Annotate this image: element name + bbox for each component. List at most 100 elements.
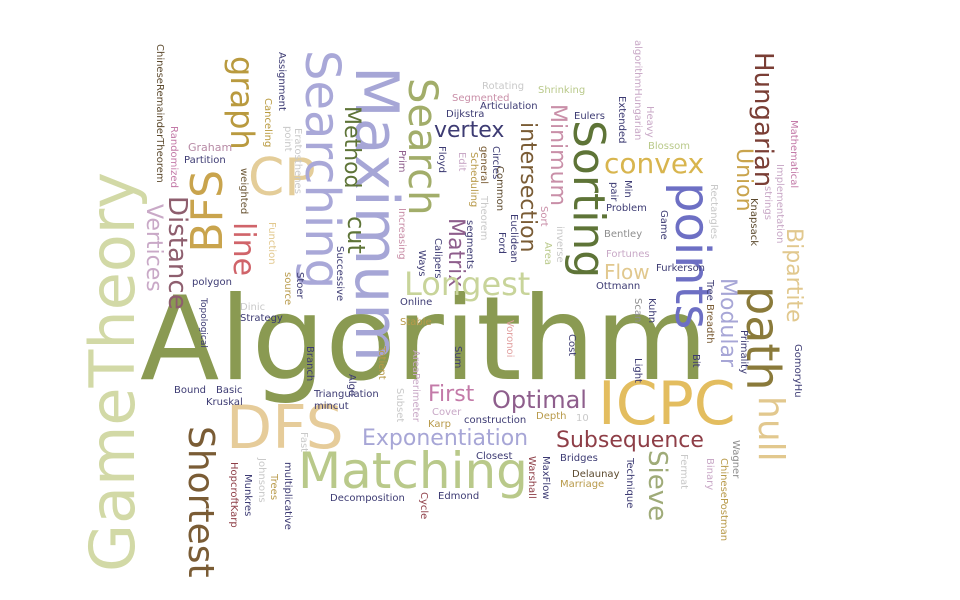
word-chinese-remainder: ChineseRemainderTheorem xyxy=(154,44,165,183)
word-partition: Partition xyxy=(184,155,226,166)
word-theorem: Theorem xyxy=(478,196,489,241)
word-cp: CP xyxy=(248,148,316,208)
word-algorithm-hungarian: algorithmHungarian xyxy=(632,40,643,141)
word-successive: Successive xyxy=(334,246,345,302)
word-karp: Karp xyxy=(428,419,451,430)
word-cut: cut xyxy=(342,216,370,254)
word-polygon: polygon xyxy=(192,277,232,288)
word-sum: Sum xyxy=(452,346,463,369)
word-search: Search xyxy=(399,78,445,216)
word-mincut: mincut xyxy=(314,401,349,412)
word-branch: Branch xyxy=(304,346,315,382)
word-topological: Topological xyxy=(198,298,208,348)
word-modular: Modular xyxy=(715,278,740,367)
word-stable: Stable xyxy=(400,317,432,328)
word-problem: Problem xyxy=(606,203,647,214)
word-furkerson: Furkerson xyxy=(656,263,706,274)
word-rectangles: Rectangles xyxy=(708,184,719,240)
word-matching: Matching xyxy=(298,442,528,500)
word-general: general xyxy=(478,146,489,185)
word-online: Online xyxy=(400,297,433,308)
word-increasing: Increasing xyxy=(396,208,407,260)
word-heavy: Heavy xyxy=(644,106,655,138)
word-calipers: Calipers xyxy=(432,238,443,279)
word-optimal: Optimal xyxy=(492,386,587,414)
word-trees: Trees xyxy=(268,474,279,501)
word-pair: pair xyxy=(608,182,619,202)
word-matrix: Matrix xyxy=(443,218,468,288)
word-munkres: Munkres xyxy=(242,474,253,517)
word-game: Game xyxy=(658,210,669,240)
word-randomized: Randomized xyxy=(168,126,179,188)
word-basic: Basic xyxy=(216,385,243,396)
word-path: path xyxy=(736,286,790,391)
word-binary: Binary xyxy=(704,458,715,491)
word-depth: Depth xyxy=(536,411,567,422)
word-voronoi: Voronoi xyxy=(504,320,515,358)
word-articulation: Articulation xyxy=(480,101,538,112)
word-shrinking: Shrinking xyxy=(538,85,586,96)
word-scan: Scan xyxy=(632,298,643,323)
word-fast: Fast xyxy=(298,432,309,453)
word-bound: Bound xyxy=(174,385,207,396)
word-exponentiation: Exponentiation xyxy=(362,426,529,451)
word-extended: Extended xyxy=(616,96,627,144)
word-point: point xyxy=(282,126,293,152)
word-fortunes: Fortunes xyxy=(606,249,650,260)
word-rotating: Rotating xyxy=(482,81,525,92)
word-ways: Ways xyxy=(416,250,427,277)
word-common: Common xyxy=(494,166,505,212)
word-algorithm: Algorithm xyxy=(140,272,709,407)
word-segmented: Segmented xyxy=(452,93,510,104)
word-function: Function xyxy=(266,222,277,265)
word-prim: Prim xyxy=(396,150,407,173)
word-cycle: Cycle xyxy=(418,492,429,520)
word-vertex: vertex xyxy=(434,118,505,143)
word-points: points xyxy=(664,182,720,330)
word-dinic: Dinic xyxy=(240,302,266,313)
word-line: line xyxy=(226,222,261,277)
word-floyd: Floyd xyxy=(436,146,447,173)
word-chinese-postman: ChinesePostman xyxy=(718,458,729,542)
word-longest: Longest xyxy=(404,265,531,303)
word-vertices: Vertices xyxy=(141,204,166,292)
word-intersection: intersection xyxy=(515,122,540,253)
word-subsequence: Subsequence xyxy=(556,428,704,453)
word-fermat: Fermat xyxy=(678,454,689,490)
word-circles: Circles xyxy=(490,146,501,180)
word-sieve: Sieve xyxy=(642,450,672,522)
word-warshall: Warshall xyxy=(526,456,537,499)
word-graham: Graham xyxy=(188,141,233,154)
word-source: source xyxy=(282,272,293,306)
word-sort: Sort xyxy=(538,206,549,227)
word-kruskal: Kruskal xyxy=(206,397,243,408)
word-johnsons: Johnsons xyxy=(256,458,267,503)
word-searching: Searching xyxy=(294,50,350,290)
word-area: Area xyxy=(542,242,553,266)
word-edit: Edit xyxy=(456,152,467,172)
word-mathematical: Mathematical xyxy=(788,120,799,189)
word-hopcroftkarp: HopcroftKarp xyxy=(228,462,239,528)
word-edmond: Edmond xyxy=(438,491,480,502)
word-cover: Cover xyxy=(432,407,462,418)
word-eratosthenes: Eratosthenes xyxy=(292,128,303,194)
word-wagner: Wagner xyxy=(730,440,741,479)
word-delaunay: Delaunay xyxy=(572,469,620,480)
word-min: Min xyxy=(622,180,633,198)
word-totient: Totient xyxy=(376,346,387,380)
word-triangulation: Triangulation xyxy=(314,389,379,400)
word-bentley: Bentley xyxy=(604,229,643,240)
word-first: First xyxy=(428,382,475,407)
word-stoer: Stoer xyxy=(294,272,305,299)
word-ottmann: Ottmann xyxy=(596,281,641,292)
word-union: Union xyxy=(731,148,756,212)
word-subset: Subset xyxy=(394,388,405,423)
word-knapsack: Knapsack xyxy=(748,198,759,246)
word-areaperimeter: AreaPerimeter xyxy=(410,350,421,422)
word-scheduling: Scheduling xyxy=(468,152,479,208)
word-minimum: Minimum xyxy=(545,104,570,206)
word-convex: convex xyxy=(604,147,705,180)
word-technique: Technique xyxy=(624,458,635,509)
word-graph: graph xyxy=(223,56,261,150)
word-euclidean: Euclidean xyxy=(508,214,519,263)
